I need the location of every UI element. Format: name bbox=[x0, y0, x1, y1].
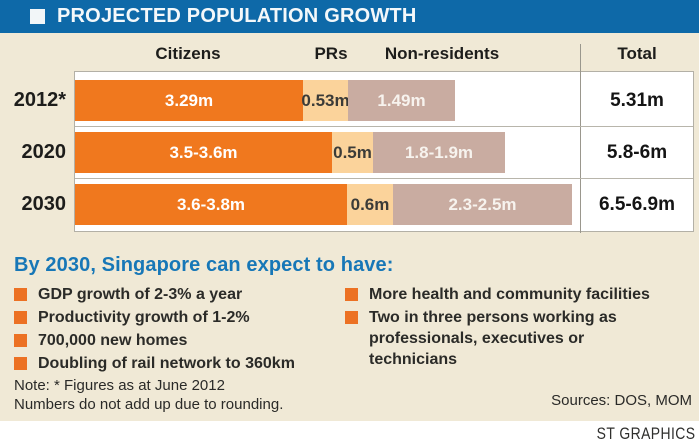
bullet-square-icon bbox=[14, 334, 27, 347]
total-column-divider bbox=[580, 44, 581, 233]
list-item: Doubling of rail network to 360km bbox=[14, 353, 338, 374]
bar-segment-citizens-2012: 3.29m bbox=[75, 80, 303, 121]
bullet-square-icon bbox=[14, 288, 27, 301]
column-header-non-residents: Non-residents bbox=[384, 44, 500, 63]
bullet-text-productivity: Productivity growth of 1-2% bbox=[38, 309, 250, 326]
footnote-line-1: Note: * Figures as at June 2012 bbox=[14, 377, 225, 394]
row-label-2012: 2012* bbox=[13, 89, 66, 111]
list-item: Two in three persons working as professi… bbox=[345, 307, 685, 370]
bar-segment-non-residents-2030: 2.3-2.5m bbox=[393, 184, 572, 225]
bullet-text-rail: Doubling of rail network to 360km bbox=[38, 355, 295, 372]
row-label-2020: 2020 bbox=[21, 141, 67, 163]
column-header-prs: PRs bbox=[314, 44, 348, 63]
total-value-2012: 5.31m bbox=[610, 89, 664, 111]
title-square-icon bbox=[30, 9, 45, 24]
footnote: Note: * Figures as at June 2012 Numbers … bbox=[14, 376, 283, 414]
bar-segment-citizens-2030: 3.6-3.8m bbox=[75, 184, 347, 225]
bar-segment-prs-2020: 0.5m bbox=[332, 132, 373, 173]
bullet-square-icon bbox=[345, 311, 358, 324]
bar-segment-non-residents-2012: 1.49m bbox=[348, 80, 455, 121]
row-separator bbox=[75, 178, 693, 179]
column-header-citizens: Citizens bbox=[155, 44, 221, 63]
sources-text: Sources: DOS, MOM bbox=[551, 392, 692, 409]
bullet-square-icon bbox=[14, 311, 27, 324]
footnote-line-2: Numbers do not add up due to rounding. bbox=[14, 396, 284, 413]
list-item: 700,000 new homes bbox=[14, 330, 338, 351]
bullet-square-icon bbox=[345, 288, 358, 301]
bullet-text-professionals: Two in three persons working as professi… bbox=[369, 309, 617, 368]
bullet-text-homes: 700,000 new homes bbox=[38, 332, 188, 349]
bar-row-2030: 3.6-3.8m 0.6m 2.3-2.5m bbox=[75, 184, 572, 225]
chart-panel: Citizens PRs Non-residents Total 2012* 2… bbox=[0, 33, 699, 421]
total-value-2020: 5.8-6m bbox=[606, 141, 668, 163]
page-title: PROJECTED POPULATION GROWTH bbox=[57, 5, 417, 27]
bullet-text-gdp: GDP growth of 2-3% a year bbox=[38, 286, 243, 303]
bar-segment-citizens-2020: 3.5-3.6m bbox=[75, 132, 332, 173]
bullet-text-health: More health and community facilities bbox=[369, 286, 650, 303]
bar-row-2020: 3.5-3.6m 0.5m 1.8-1.9m bbox=[75, 132, 505, 173]
bullet-list-left: GDP growth of 2-3% a year Productivity g… bbox=[14, 284, 338, 376]
bar-segment-prs-2012: 0.53m bbox=[301, 80, 350, 121]
bar-row-2012: 3.29m 0.53m 1.49m bbox=[75, 80, 455, 121]
credit-text: ST GRAPHICS bbox=[596, 424, 695, 443]
bullet-list-right: More health and community facilities Two… bbox=[345, 284, 685, 372]
row-label-2030: 2030 bbox=[21, 193, 67, 215]
row-separator bbox=[75, 126, 693, 127]
stacked-bar-chart: 3.29m 0.53m 1.49m 5.31m 3.5-3.6m 0.5m 1.… bbox=[74, 44, 694, 233]
list-item: Productivity growth of 1-2% bbox=[14, 307, 338, 328]
list-item: More health and community facilities bbox=[345, 284, 685, 305]
list-item: GDP growth of 2-3% a year bbox=[14, 284, 338, 305]
bar-segment-prs-2030: 0.6m bbox=[347, 184, 393, 225]
section-heading: By 2030, Singapore can expect to have: bbox=[14, 254, 394, 276]
title-bar: PROJECTED POPULATION GROWTH bbox=[0, 0, 699, 33]
column-header-total: Total bbox=[617, 44, 657, 63]
bullet-square-icon bbox=[14, 357, 27, 370]
bar-segment-non-residents-2020: 1.8-1.9m bbox=[373, 132, 505, 173]
total-value-2030: 6.5-6.9m bbox=[598, 193, 676, 215]
